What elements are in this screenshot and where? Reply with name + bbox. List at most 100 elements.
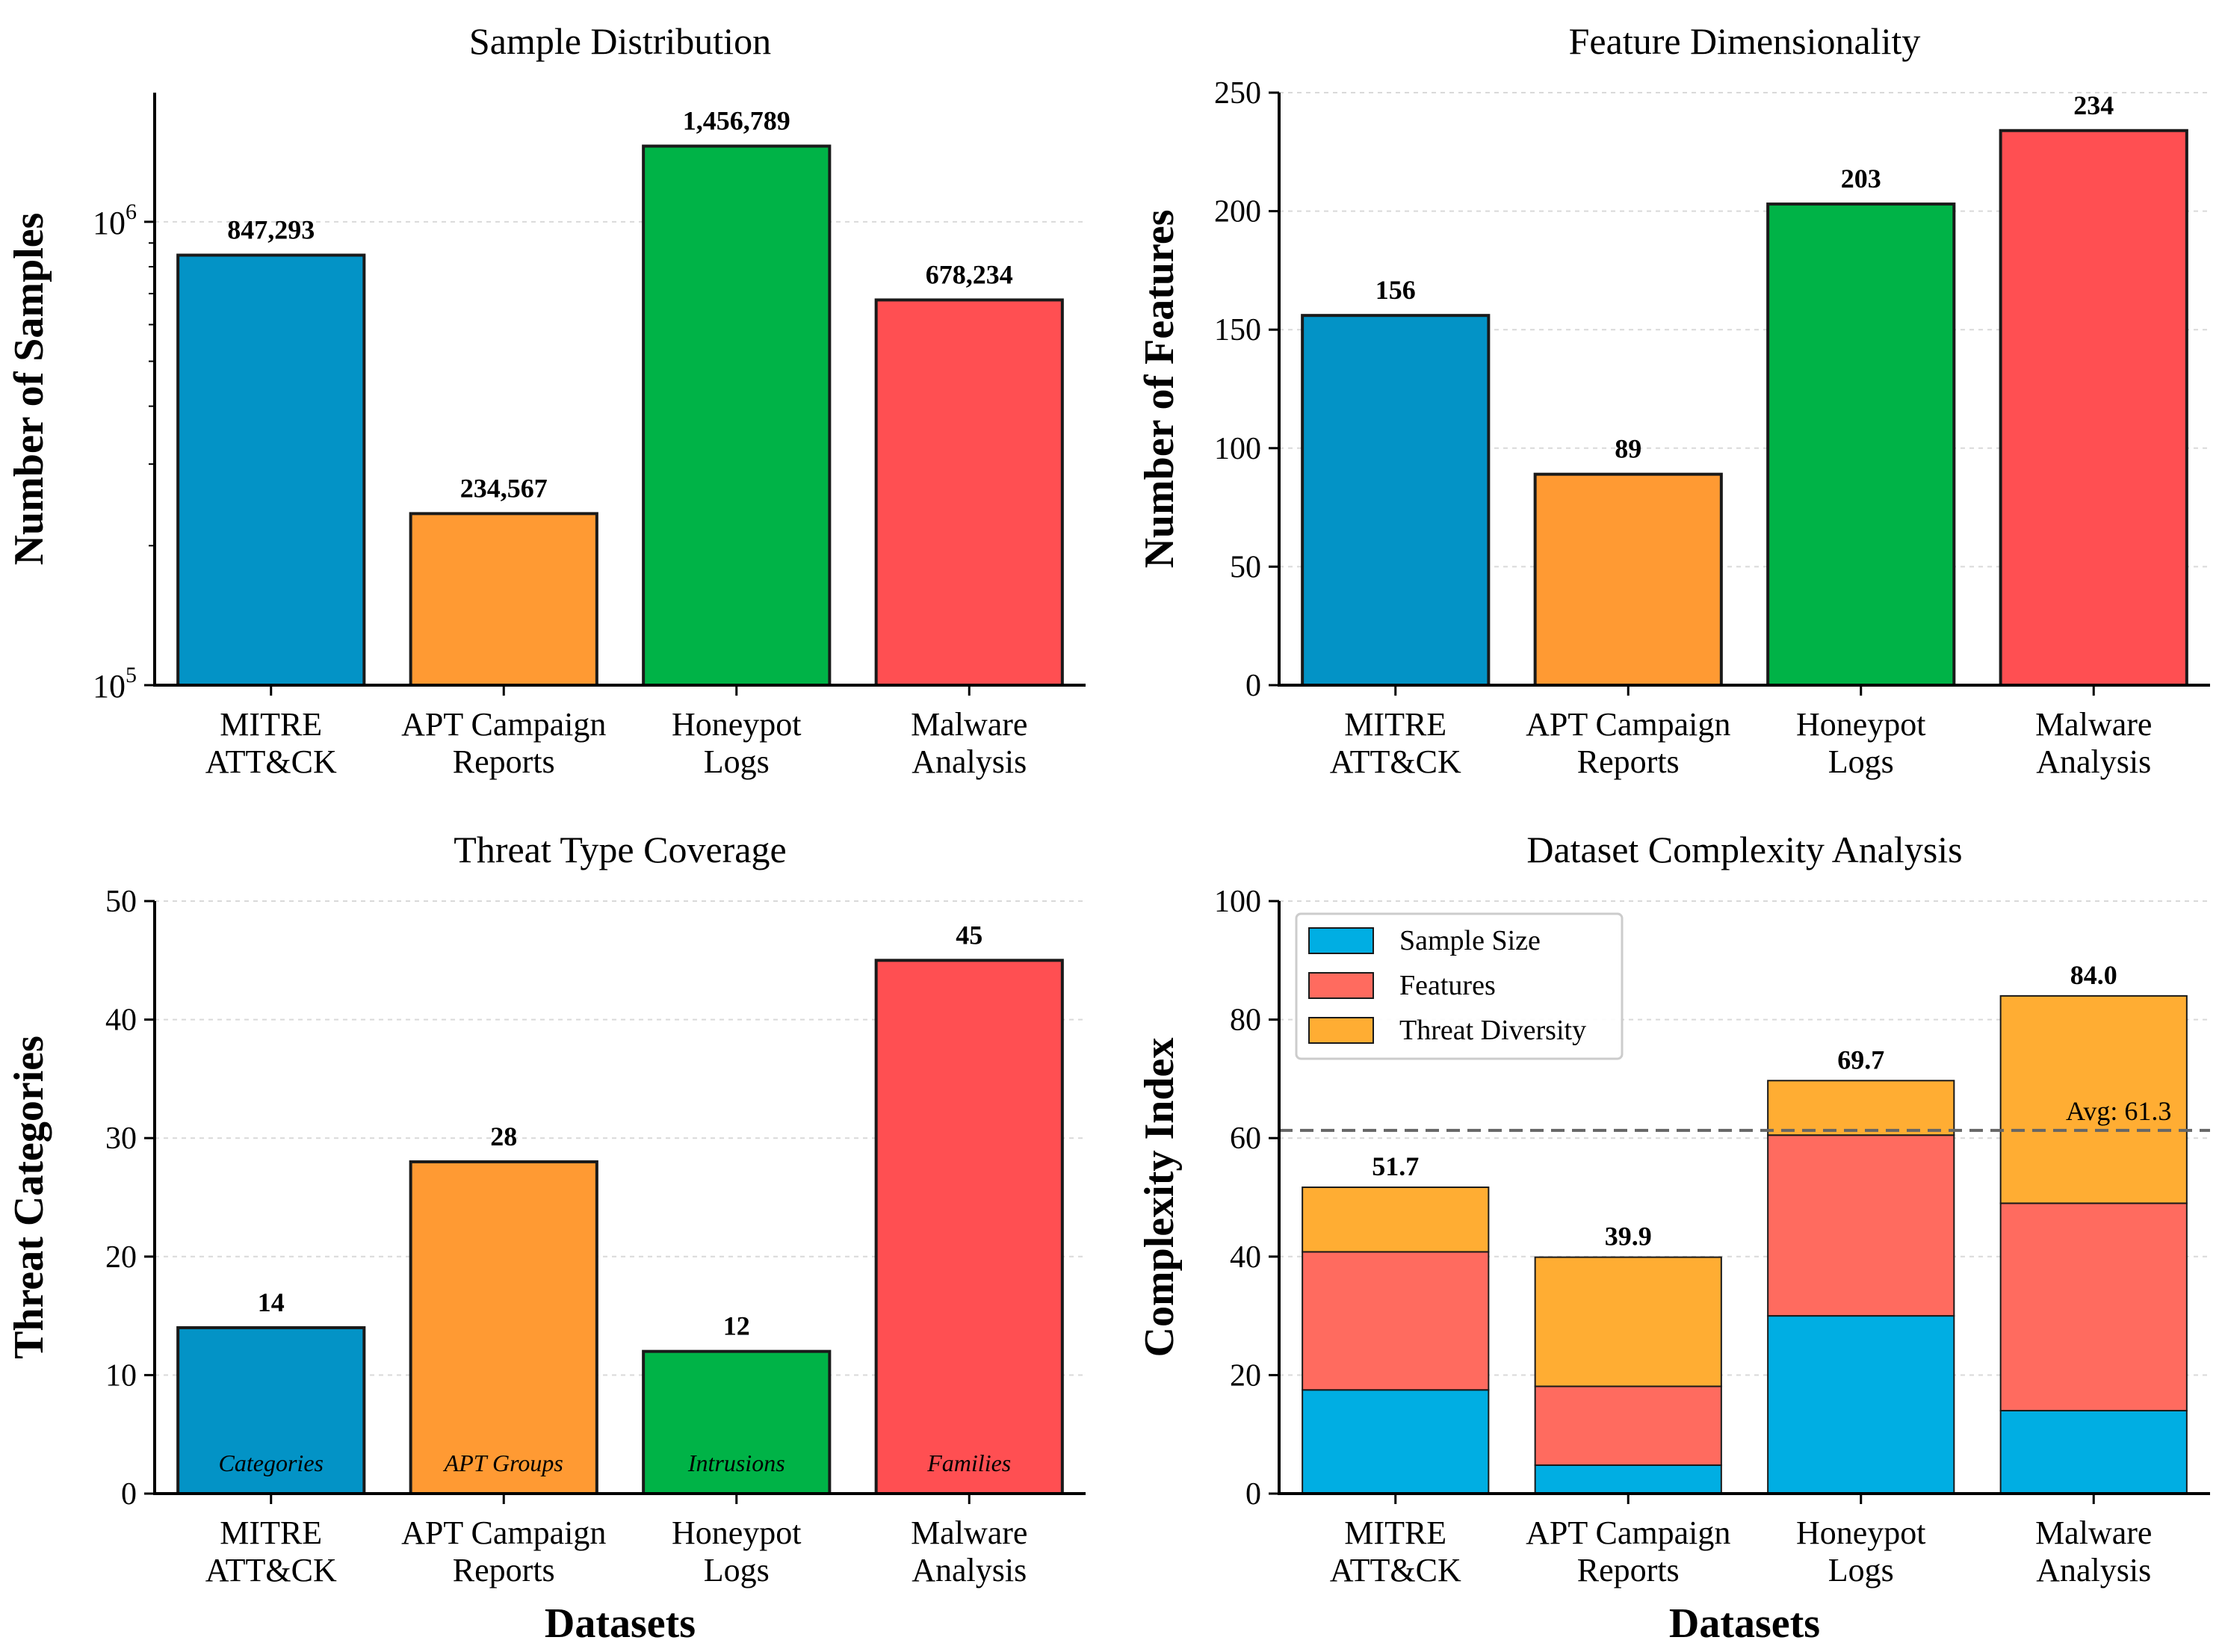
y-tick-label: 100	[1214, 885, 1261, 919]
panel-feature-dimensionality: 156 89 203 234 0 50 100 150 200 250 MITRE ATT&CK APT…	[1136, 20, 2210, 780]
y-tick-label: 30	[105, 1122, 137, 1156]
y-tick-label: 105	[93, 663, 137, 705]
x-tick-label: MITRE ATT&CK	[205, 1515, 337, 1588]
value-label: 203	[1841, 164, 1881, 194]
x-tick-label: Honeypot Logs	[1796, 1515, 1926, 1588]
value-label: 28	[490, 1122, 517, 1151]
x-tick-label: APT Campaign Reports	[1526, 706, 1730, 780]
bar-inner-label: Categories	[219, 1450, 324, 1476]
y-axis-label: Number of Features	[1136, 209, 1183, 568]
legend-swatch-features	[1308, 972, 1374, 999]
x-tick-label: MITRE ATT&CK	[1330, 1515, 1461, 1588]
bar-segment-threat-diversity	[1767, 1080, 1955, 1136]
value-label: 14	[258, 1287, 285, 1317]
y-tick-label: 10	[105, 1358, 137, 1393]
x-tick-label: APT Campaign Reports	[1526, 1515, 1730, 1588]
chart-title: Sample Distribution	[469, 20, 771, 62]
value-label: 89	[1615, 434, 1641, 464]
x-tick-label: Honeypot Logs	[672, 1515, 802, 1588]
y-tick-label: 0	[1245, 1477, 1261, 1512]
bar-segment-sample-size	[1999, 1409, 2188, 1494]
bar-malware	[874, 959, 1064, 1496]
panel-threat-type-coverage: 14 Categories 28 APT Groups 12 Intrusions 45 Fa…	[6, 829, 1086, 1647]
total-label: 51.7	[1372, 1151, 1419, 1181]
y-tick-label: 80	[1230, 1003, 1261, 1038]
value-label: 156	[1375, 275, 1416, 305]
bar-segment-features	[1302, 1251, 1490, 1391]
total-label: 69.7	[1837, 1045, 1884, 1074]
y-tick-label: 40	[105, 1003, 137, 1038]
y-tick-label: 40	[1230, 1240, 1261, 1275]
chart-title: Feature Dimensionality	[1569, 20, 1921, 62]
value-label: 847,293	[227, 214, 315, 244]
total-label: 84.0	[2070, 960, 2117, 990]
bar-segment-sample-size	[1302, 1389, 1490, 1494]
x-axis-label: Datasets	[545, 1600, 696, 1647]
bar-segment-threat-diversity	[1999, 994, 2188, 1204]
value-label: 234	[2073, 90, 2114, 120]
y-axis-label: Threat Categories	[6, 1036, 52, 1359]
x-tick-label: Malware Analysis	[911, 706, 1027, 780]
bar-segment-sample-size	[1767, 1315, 1955, 1494]
bar-inner-label: APT Groups	[443, 1450, 563, 1476]
bar-mitre	[176, 1325, 366, 1495]
bar-honeypot	[642, 1349, 832, 1496]
legend-label-features: Features	[1399, 970, 1496, 1001]
panel-dataset-complexity-analysis: 51.7 39.9 69.7 84.0 Avg: 61.3 0 20 40 60 80 100 MIT…	[1136, 829, 2210, 1647]
y-tick-label: 20	[105, 1240, 137, 1275]
x-tick-label: MITRE ATT&CK	[1330, 706, 1461, 780]
chart-title: Threat Type Coverage	[454, 829, 786, 870]
y-tick-label: 150	[1214, 313, 1261, 347]
y-tick-label: 106	[93, 199, 137, 241]
x-tick-label: MITRE ATT&CK	[205, 706, 337, 780]
y-tick-label: 200	[1214, 195, 1261, 229]
bar-segment-features	[1767, 1134, 1955, 1317]
y-axis-label: Number of Samples	[6, 213, 52, 566]
bar-apt-campaign	[409, 512, 598, 687]
x-tick-label: Malware Analysis	[2035, 706, 2152, 780]
y-tick-label: 100	[1214, 432, 1261, 466]
y-tick-label: 50	[105, 885, 137, 919]
bar-mitre	[176, 253, 366, 687]
bar-honeypot	[1766, 202, 1956, 687]
bar-mitre	[1301, 314, 1491, 687]
bar-apt-campaign	[409, 1160, 598, 1496]
y-tick-label: 250	[1214, 76, 1261, 111]
value-label: 12	[723, 1311, 750, 1341]
y-tick-label: 0	[1245, 669, 1261, 703]
value-label: 678,234	[926, 259, 1013, 289]
bar-malware	[874, 298, 1064, 687]
bar-segment-features	[1999, 1202, 2188, 1411]
value-label: 1,456,789	[683, 106, 790, 136]
bar-inner-label: Intrusions	[687, 1450, 785, 1476]
legend-label-threat-diversity: Threat Diversity	[1399, 1015, 1586, 1046]
y-tick-label: 50	[1230, 550, 1261, 584]
bar-segment-sample-size	[1534, 1464, 1722, 1495]
x-tick-label: Honeypot Logs	[672, 706, 802, 780]
value-label: 45	[956, 920, 982, 950]
total-label: 39.9	[1605, 1222, 1652, 1252]
y-tick-label: 20	[1230, 1358, 1261, 1393]
bar-malware	[1999, 129, 2188, 687]
legend-swatch-sample-size	[1308, 927, 1374, 954]
average-label: Avg: 61.3	[2066, 1096, 2171, 1126]
y-tick-label: 0	[121, 1477, 137, 1512]
value-label: 234,567	[460, 473, 548, 503]
x-tick-label: Malware Analysis	[2035, 1515, 2152, 1588]
x-tick-label: APT Campaign Reports	[401, 1515, 606, 1588]
y-tick-label: 60	[1230, 1122, 1261, 1156]
bar-inner-label: Families	[926, 1450, 1011, 1476]
bar-segment-threat-diversity	[1534, 1256, 1722, 1388]
bar-segment-threat-diversity	[1302, 1187, 1490, 1253]
legend: Sample Size Features Threat Diversity	[1295, 912, 1624, 1060]
y-axis-label: Complexity Index	[1136, 1038, 1183, 1358]
legend-frame	[1295, 912, 1624, 1060]
legend-label-sample-size: Sample Size	[1399, 925, 1541, 956]
x-axis-label: Datasets	[1669, 1600, 1820, 1647]
bar-apt-campaign	[1533, 472, 1723, 687]
legend-swatch-threat-diversity	[1308, 1017, 1374, 1044]
x-tick-label: APT Campaign Reports	[401, 706, 606, 780]
bar-honeypot	[642, 144, 832, 687]
chart-title: Dataset Complexity Analysis	[1526, 829, 1962, 870]
